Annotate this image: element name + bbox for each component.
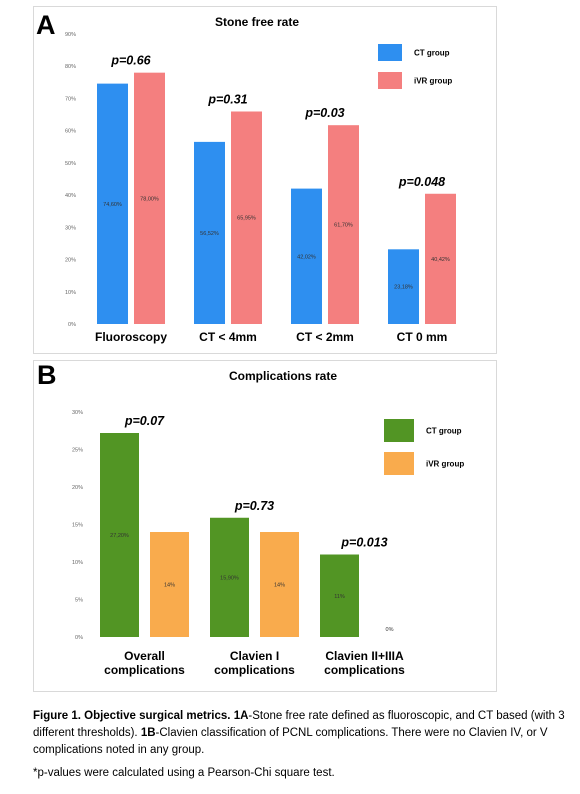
sfr-ytick-label: 40% xyxy=(65,193,76,199)
sfr-bar-ct xyxy=(97,83,128,324)
sfr-legend-swatch-ct xyxy=(378,44,402,61)
comp-legend-swatch-ivr xyxy=(384,452,414,475)
panel-a-letter: A xyxy=(36,10,56,40)
footnote: *p-values were calculated using a Pearso… xyxy=(33,767,335,779)
sfr-ytick-label: 30% xyxy=(65,225,76,231)
caption-1b-text: -Clavien classification of PCNL complica… xyxy=(33,727,548,756)
comp-data-label: 15,90% xyxy=(220,575,239,581)
comp-ytick-label: 25% xyxy=(72,448,83,454)
sfr-ytick-label: 80% xyxy=(65,64,76,70)
sfr-data-label: 42,02% xyxy=(297,254,316,260)
stone-free-rate-chart: Stone free rate 0% 10% 20% 30% 40% 50% 60% 70% 80… xyxy=(65,15,456,344)
caption-1b-label: 1B xyxy=(140,727,156,739)
sfr-ytick-label: 70% xyxy=(65,96,76,102)
sfr-data-label: 78,00% xyxy=(140,196,159,202)
comp-ytick-label: 15% xyxy=(72,523,83,529)
comp-ytick-label: 10% xyxy=(72,560,83,566)
complications-rate-chart: Complications rate 0% 5% 10% 15% 20% 25% 30% 27,… xyxy=(72,369,464,677)
sfr-data-label: 61,70% xyxy=(334,223,353,229)
panel-b-letter: B xyxy=(37,360,57,390)
sfr-bar-ivr xyxy=(134,72,165,325)
comp-chart-title: Complications rate xyxy=(229,369,337,383)
sfr-pvalue: p=0.66 xyxy=(110,54,151,68)
sfr-data-label: 40,42% xyxy=(431,257,450,263)
sfr-ytick-label: 0% xyxy=(68,322,76,328)
sfr-ytick-label: 20% xyxy=(65,258,76,264)
sfr-category-label: CT 0 mm xyxy=(397,330,448,344)
comp-data-label: 11% xyxy=(334,594,345,600)
sfr-bar-ivr xyxy=(231,111,262,324)
comp-data-label: 27,20% xyxy=(110,533,129,539)
comp-category-label: complications xyxy=(324,663,405,677)
sfr-category-label: CT < 2mm xyxy=(296,330,354,344)
sfr-ytick-label: 90% xyxy=(65,32,76,38)
caption-1a-text: -Stone free rate defined as fluoroscopic… xyxy=(33,710,565,739)
comp-pvalue: p=0.73 xyxy=(234,499,274,513)
comp-category-label: Clavien II+IIIA xyxy=(325,649,404,663)
comp-data-label: 14% xyxy=(274,583,285,589)
comp-bar-ivr xyxy=(260,532,299,637)
comp-category-label: Clavien I xyxy=(230,649,279,663)
sfr-bar-ivr xyxy=(328,125,359,324)
comp-ytick-label: 30% xyxy=(72,410,83,416)
sfr-data-label: 56,52% xyxy=(200,231,219,237)
comp-category-label: complications xyxy=(214,663,295,677)
comp-data-label: 14% xyxy=(164,583,175,589)
comp-category-label: Overall xyxy=(124,649,165,663)
comp-ytick-label: 5% xyxy=(75,598,83,604)
sfr-ytick-label: 50% xyxy=(65,161,76,167)
sfr-data-label: 74,60% xyxy=(103,202,122,208)
sfr-pvalue: p=0.31 xyxy=(207,92,247,106)
comp-pvalue: p=0.013 xyxy=(340,536,387,550)
sfr-data-label: 23,18% xyxy=(394,285,413,291)
comp-bar-ct xyxy=(320,554,359,637)
comp-ytick-label: 20% xyxy=(72,485,83,491)
comp-pvalue: p=0.07 xyxy=(124,414,165,428)
caption-lead: Figure 1. Objective surgical metrics. xyxy=(33,710,234,722)
sfr-data-label: 65,95% xyxy=(237,216,256,222)
comp-ytick-label: 0% xyxy=(75,635,83,641)
sfr-pvalue: p=0.03 xyxy=(304,106,344,120)
comp-bar-ivr xyxy=(150,532,189,637)
sfr-ytick-label: 60% xyxy=(65,129,76,135)
caption-1a-label: 1A xyxy=(233,710,249,722)
sfr-category-label: Fluoroscopy xyxy=(95,330,167,344)
comp-legend-label-ct: CT group xyxy=(426,427,462,436)
sfr-ytick-label: 10% xyxy=(65,290,76,296)
sfr-bar-ct xyxy=(291,188,322,324)
comp-data-label: 0% xyxy=(386,627,394,633)
sfr-legend-swatch-ivr xyxy=(378,72,402,89)
comp-category-label: complications xyxy=(104,663,185,677)
sfr-legend-label-ct: CT group xyxy=(414,49,450,58)
sfr-bar-ct xyxy=(388,249,419,324)
sfr-bar-ct xyxy=(194,141,225,324)
comp-legend-swatch-ct xyxy=(384,419,414,442)
sfr-pvalue: p=0.048 xyxy=(398,175,445,189)
sfr-category-label: CT < 4mm xyxy=(199,330,257,344)
comp-bar-ct xyxy=(210,517,249,637)
sfr-legend-label-ivr: iVR group xyxy=(414,77,452,86)
sfr-chart-title: Stone free rate xyxy=(215,15,299,29)
sfr-bar-ivr xyxy=(425,193,456,324)
comp-bar-ct xyxy=(100,433,139,637)
comp-legend-label-ivr: iVR group xyxy=(426,460,464,469)
figure-caption: Figure 1. Objective surgical metrics. 1A… xyxy=(33,708,573,759)
